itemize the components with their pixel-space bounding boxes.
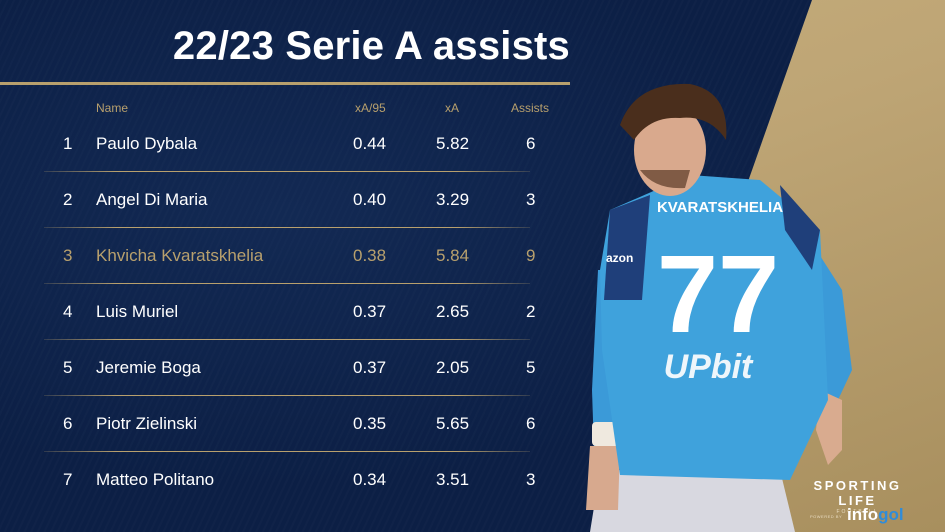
table-header: Name xA/95 xA Assists: [0, 101, 570, 117]
xa-value: 3.51: [436, 470, 470, 489]
column-header-name: Name: [96, 101, 129, 115]
xa-value: 2.65: [436, 302, 470, 321]
row-divider: [44, 395, 530, 396]
assists-value: 6: [526, 414, 536, 433]
xa95-value: 0.35: [353, 414, 387, 433]
row-divider: [44, 283, 530, 284]
player-name: Luis Muriel: [96, 302, 179, 321]
shirt-number: 77: [657, 233, 779, 356]
xa95-value: 0.38: [353, 246, 387, 265]
row-divider: [44, 171, 530, 172]
assists-value: 9: [526, 246, 536, 265]
table-row: 2 Angel Di Maria 0.40 3.29 3: [0, 172, 570, 228]
xa-value: 5.65: [436, 414, 470, 433]
table-row-highlighted: 3 Khvicha Kvaratskhelia 0.38 5.84 9: [0, 228, 570, 284]
assists-value: 6: [526, 134, 536, 153]
player-name: Paulo Dybala: [96, 134, 198, 153]
page-title: 22/23 Serie A assists: [172, 24, 570, 68]
assists-value: 3: [526, 190, 536, 209]
xa95-value: 0.37: [353, 302, 387, 321]
column-header-xa: xA: [445, 101, 460, 115]
assists-value: 3: [526, 470, 536, 489]
player-name: Matteo Politano: [96, 470, 215, 489]
player-name: Piotr Zielinski: [96, 414, 198, 433]
table-row: 1 Paulo Dybala 0.44 5.82 6: [0, 116, 570, 172]
xa95-value: 0.37: [353, 358, 387, 377]
xa-value: 5.82: [436, 134, 470, 153]
column-header-assists: Assists: [511, 101, 550, 115]
row-divider: [44, 451, 530, 452]
assists-value: 5: [526, 358, 536, 377]
title-divider: [0, 82, 570, 85]
table-row: 5 Jeremie Boga 0.37 2.05 5: [0, 340, 570, 396]
xa95-value: 0.44: [353, 134, 387, 153]
rank: 7: [63, 470, 73, 489]
xa-value: 3.29: [436, 190, 470, 209]
player-name: Khvicha Kvaratskhelia: [96, 246, 264, 265]
row-divider: [44, 227, 530, 228]
shirt-name: KVARATSKHELIA: [657, 199, 783, 216]
rank: 6: [63, 414, 73, 433]
rank: 3: [63, 246, 73, 265]
table-row: 7 Matteo Politano 0.34 3.51 3: [0, 452, 570, 508]
sporting-life-logo: SPORTING LIFE: [813, 478, 902, 508]
infogol-logo: infogol: [847, 505, 904, 524]
player-name: Angel Di Maria: [96, 190, 208, 209]
xa95-value: 0.34: [353, 470, 387, 489]
table-row: 4 Luis Muriel 0.37 2.65 2: [0, 284, 570, 340]
rank: 1: [63, 134, 73, 153]
sporting-life-subtitle: FOOTBALL: [836, 509, 879, 515]
svg-text:azon: azon: [606, 251, 633, 265]
xa95-value: 0.40: [353, 190, 387, 209]
xa-value: 2.05: [436, 358, 470, 377]
column-header-xa95: xA/95: [355, 101, 386, 115]
player-photo: KVARATSKHELIA 77 UPbit azon: [586, 83, 852, 532]
row-divider: [44, 339, 530, 340]
table-row: 6 Piotr Zielinski 0.35 5.65 6: [0, 396, 570, 452]
rank: 5: [63, 358, 73, 377]
rank: 4: [63, 302, 73, 321]
player-name: Jeremie Boga: [96, 358, 201, 377]
xa-value: 5.84: [436, 246, 470, 265]
assists-value: 2: [526, 302, 536, 321]
powered-by-label: POWERED BY: [810, 514, 843, 519]
shirt-sponsor: UPbit: [664, 348, 754, 386]
rank: 2: [63, 190, 73, 209]
branding-logo: SPORTING LIFE FOOTBALL POWERED BY infogo…: [795, 478, 920, 524]
